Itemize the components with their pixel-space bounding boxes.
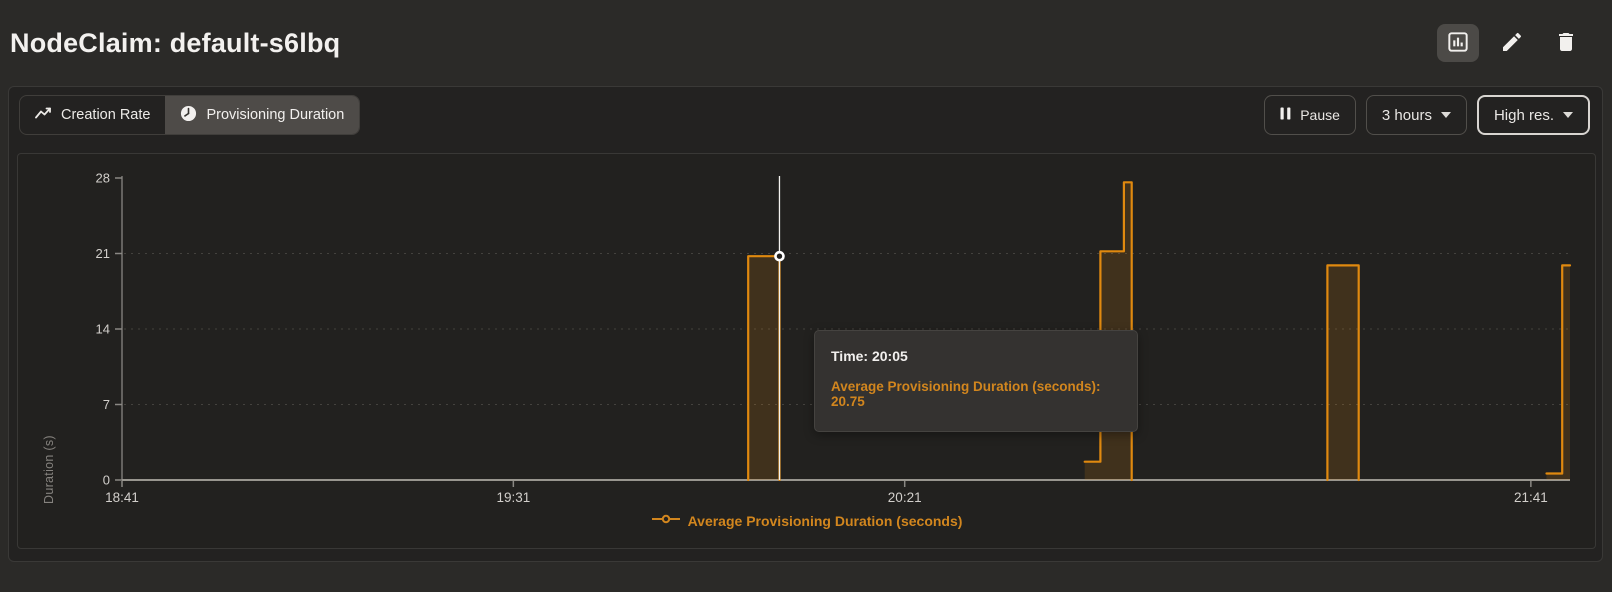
svg-text:0: 0 [103,473,110,488]
svg-text:19:31: 19:31 [496,490,530,505]
delete-button[interactable] [1545,24,1587,62]
svg-text:7: 7 [103,397,110,412]
svg-text:21: 21 [96,246,110,261]
trash-icon [1554,30,1578,57]
tooltip-value: Average Provisioning Duration (seconds):… [831,379,1101,409]
svg-text:28: 28 [96,171,110,186]
clock-icon [180,105,197,126]
bar-chart-icon [1445,29,1471,58]
pause-button[interactable]: Pause [1264,95,1356,135]
chart-view-toggle-button[interactable] [1437,24,1479,62]
edit-button[interactable] [1491,24,1533,62]
svg-text:14: 14 [96,322,110,337]
trend-line-icon [35,106,52,124]
chart-tabs: Creation Rate Provisioning Duration [19,95,361,135]
pause-icon [1280,107,1291,124]
chart-legend[interactable]: Average Provisioning Duration (seconds) [18,512,1595,530]
pencil-icon [1500,30,1524,57]
toolbar-controls: Pause 3 hours High res. [1264,95,1590,135]
legend-marker-icon [651,512,681,530]
time-range-dropdown[interactable]: 3 hours [1365,95,1467,135]
legend-label: Average Provisioning Duration (seconds) [687,513,963,529]
chart-panel: 0 7 14 21 28 18:41 19:31 20:21 21:41 Duration (s… [17,153,1596,549]
svg-text:18:41: 18:41 [105,490,139,505]
page-header: NodeClaim: default-s6lbq [0,0,1612,86]
tab-label: Creation Rate [61,107,151,123]
resolution-value: High res. [1493,106,1554,124]
chart-toolbar: Creation Rate Provisioning Duration [19,95,1590,135]
chevron-down-icon [1563,112,1573,118]
provisioning-duration-chart[interactable]: 0 7 14 21 28 18:41 19:31 20:21 21:41 [18,154,1597,550]
tab-creation-rate[interactable]: Creation Rate [20,96,165,134]
svg-text:20:21: 20:21 [888,490,922,505]
tooltip-time: Time: 20:05 [831,348,908,364]
pause-label: Pause [1300,107,1340,123]
time-range-value: 3 hours [1381,106,1432,124]
nodeclaim-metrics-card: Creation Rate Provisioning Duration [8,86,1603,562]
chart-tooltip: Time: 20:05 Average Provisioning Duratio… [814,330,1138,432]
tab-provisioning-duration[interactable]: Provisioning Duration [165,96,360,134]
y-axis-label: Duration (s) [42,435,56,504]
header-actions [1437,24,1587,62]
svg-text:21:41: 21:41 [1514,490,1548,505]
resolution-dropdown[interactable]: High res. [1476,95,1590,135]
chevron-down-icon [1440,112,1451,118]
tab-label: Provisioning Duration [206,107,345,123]
page-title: NodeClaim: default-s6lbq [10,27,341,58]
